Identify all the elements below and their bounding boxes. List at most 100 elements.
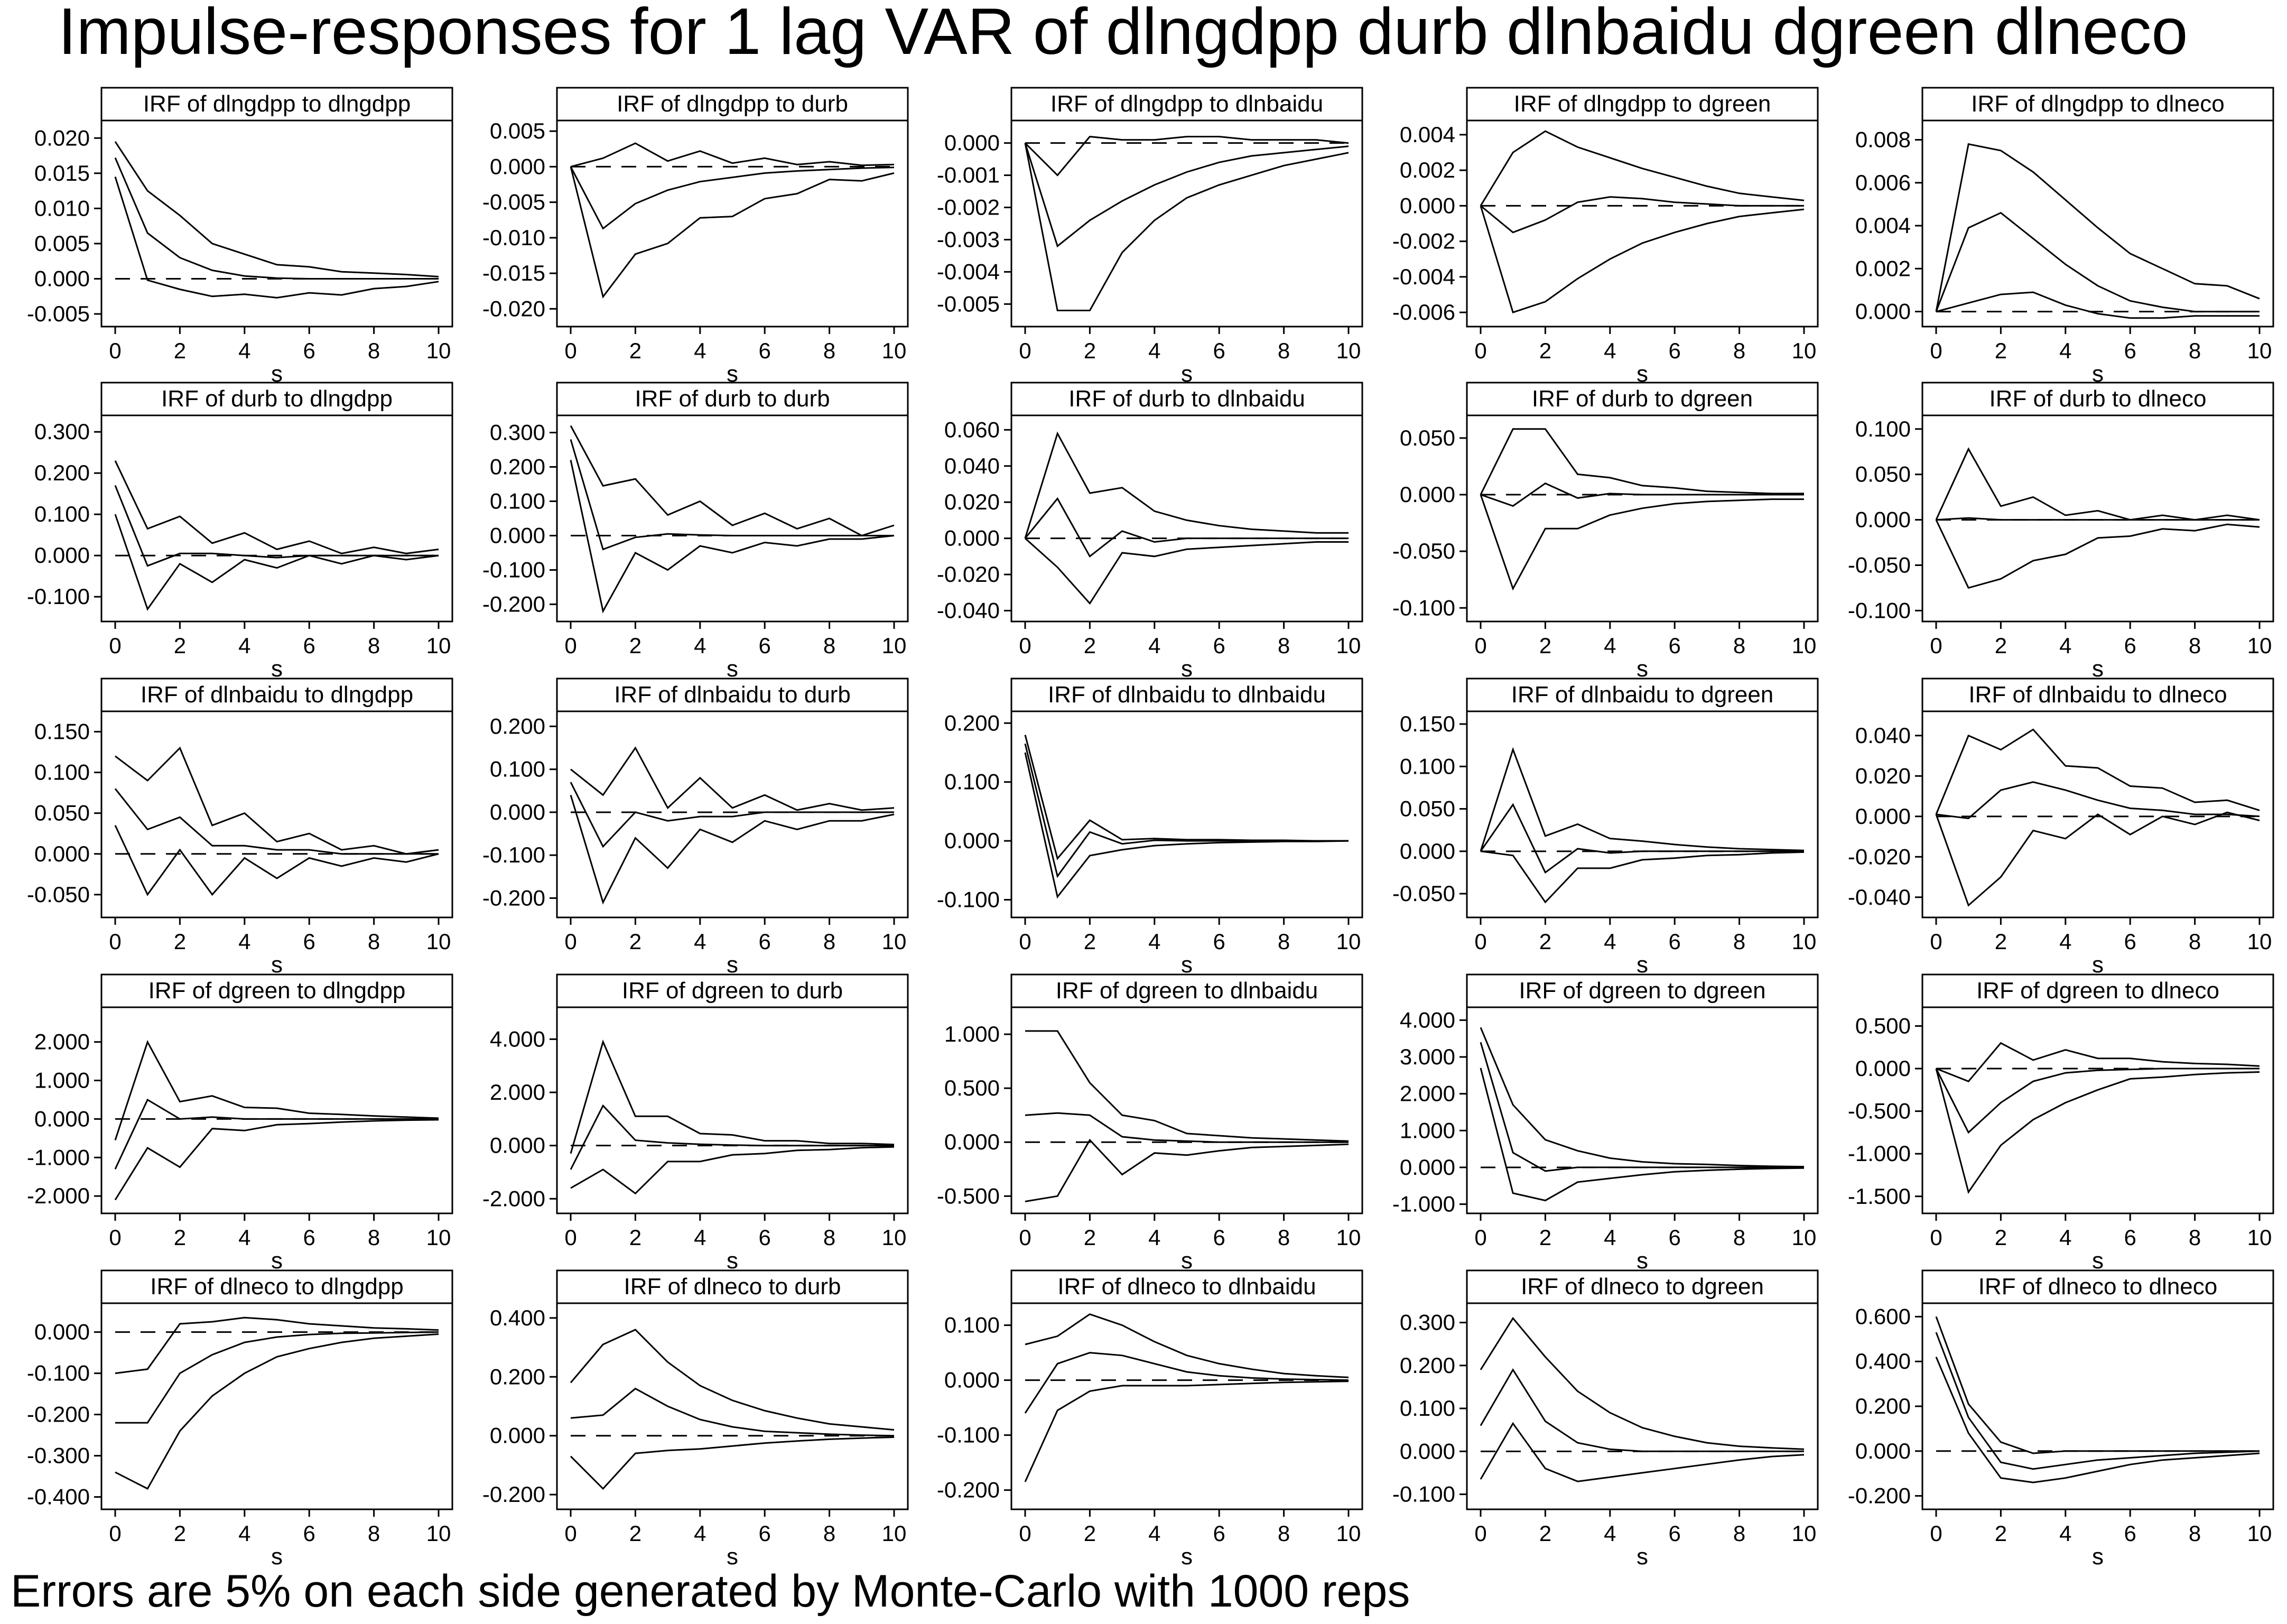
x-tick-label: 10 (426, 929, 451, 954)
x-tick-label: 8 (1733, 1225, 1745, 1250)
panel-title-box (1466, 973, 1819, 1008)
series-line-irf (1935, 1332, 2260, 1470)
series-line-lower (1025, 1138, 1349, 1202)
x-axis-label: s (1181, 361, 1193, 387)
plot-frame (1921, 414, 2274, 623)
plot-frame (1466, 710, 1819, 918)
y-tick-label: 0.100 (490, 757, 545, 782)
x-tick-label: 4 (694, 929, 706, 954)
panel-title: IRF of dlngdpp to dlngdpp (143, 91, 411, 117)
series-line-irf (114, 157, 439, 280)
x-tick-label: 0 (1930, 633, 1942, 658)
y-tick-label: 0.000 (34, 841, 90, 866)
y-tick-label: -0.050 (27, 882, 90, 907)
irf-panel: IRF of durb to dlneco 0.100 0.050 0.000 -0.0… (1848, 382, 2274, 682)
x-tick-label: 8 (2189, 633, 2201, 658)
y-tick-label: 1.000 (1400, 1118, 1455, 1143)
plot-frame (556, 1302, 909, 1510)
x-tick-label: 10 (426, 633, 451, 658)
y-tick-label: -0.500 (1848, 1099, 1911, 1124)
series-line-lower (570, 166, 895, 299)
series-line-irf (1024, 143, 1349, 248)
x-axis-label: s (1637, 656, 1648, 682)
x-tick-label: 10 (1336, 1521, 1361, 1546)
x-axis-label: s (2092, 952, 2104, 978)
panel-title: IRF of durb to dlneco (1989, 386, 2207, 412)
y-tick-label: 0.000 (490, 1133, 545, 1158)
series-line-irf (114, 1098, 439, 1170)
panel-title-box (100, 382, 453, 416)
y-tick-label: 0.040 (1855, 723, 1911, 748)
y-tick-label: 0.050 (1400, 796, 1455, 821)
x-tick-label: 8 (823, 338, 835, 363)
x-tick-label: 8 (2189, 338, 2201, 363)
x-tick-label: 2 (629, 1225, 642, 1250)
x-tick-label: 8 (823, 1521, 835, 1546)
y-tick-label: -0.005 (27, 301, 90, 326)
irf-panel: IRF of dlngdpp to dgreen 0.004 0.002 0.000 -… (1392, 87, 1819, 387)
panel-title: IRF of dlneco to dlneco (1978, 1274, 2217, 1300)
x-tick-label: 0 (1474, 1225, 1486, 1250)
x-tick-label: 4 (694, 1521, 706, 1546)
series-line-lower (114, 514, 439, 611)
x-tick-label: 0 (1474, 929, 1486, 954)
y-tick-label: -0.020 (1848, 844, 1911, 869)
x-tick-label: 2 (1995, 338, 2007, 363)
panel-title-box (556, 1269, 909, 1304)
y-tick-label: 4.000 (490, 1026, 545, 1051)
x-tick-label: 4 (694, 1225, 706, 1250)
series-line-irf (1936, 517, 2260, 521)
panel-title: IRF of dlngdpp to durb (617, 91, 848, 117)
irf-panel: IRF of dlngdpp to durb 0.005 0.000 -0.005 -0… (482, 87, 909, 387)
series-line-irf (115, 1331, 439, 1424)
plot-frame (1921, 1006, 2274, 1214)
x-axis-label: s (2092, 1248, 2104, 1274)
series-line-irf (570, 1387, 895, 1437)
x-tick-label: 10 (882, 1521, 907, 1546)
x-tick-label: 8 (2189, 1225, 2201, 1250)
panel-title-box (100, 1269, 453, 1304)
x-tick-label: 0 (109, 338, 121, 363)
x-tick-label: 4 (1148, 1521, 1160, 1546)
series-line-irf (1025, 1112, 1349, 1143)
plot-frame (1010, 119, 1363, 328)
series-line-lower (114, 1119, 439, 1201)
y-tick-label: 0.000 (490, 523, 545, 548)
x-tick-label: 10 (882, 338, 907, 363)
y-tick-label: -0.400 (27, 1484, 90, 1509)
plot-frame (1010, 1006, 1363, 1214)
y-tick-label: 0.004 (1400, 122, 1455, 147)
y-tick-label: 0.020 (34, 125, 90, 150)
x-tick-label: 8 (823, 633, 835, 658)
series-line-upper (570, 746, 895, 811)
x-tick-label: 6 (1213, 929, 1225, 954)
plot-frame (556, 1006, 909, 1214)
y-tick-label: 1.000 (34, 1068, 90, 1093)
figure-footnote: Errors are 5% on each side generated by … (11, 1566, 1410, 1617)
y-tick-label: 0.000 (34, 266, 90, 291)
x-axis-label: s (2092, 361, 2104, 387)
plot-frame (1921, 1302, 2274, 1510)
x-tick-label: 2 (1995, 1521, 2007, 1546)
panel-title: IRF of durb to dlngdpp (161, 386, 393, 412)
plot-frame (556, 710, 909, 918)
series-line-lower (1480, 1068, 1805, 1202)
series-line-lower (1024, 1380, 1349, 1482)
x-tick-label: 0 (109, 929, 121, 954)
plot-frame (556, 119, 909, 328)
x-tick-label: 6 (759, 1225, 771, 1250)
y-tick-label: 0.200 (490, 713, 545, 738)
y-tick-label: -0.200 (1848, 1483, 1911, 1508)
plot-frame (556, 414, 909, 623)
plot-frame (100, 414, 453, 623)
y-tick-label: 0.000 (1855, 299, 1911, 324)
x-tick-label: 4 (694, 338, 706, 363)
x-tick-label: 4 (238, 929, 250, 954)
series-line-irf (1480, 196, 1804, 234)
y-tick-label: -0.200 (482, 885, 545, 910)
panel-title-box (1010, 973, 1363, 1008)
series-line-upper (1935, 728, 2260, 815)
panel-title: IRF of dgreen to dlngdpp (148, 978, 406, 1004)
series-line-upper (570, 142, 895, 168)
y-tick-label: 0.050 (1400, 425, 1455, 450)
